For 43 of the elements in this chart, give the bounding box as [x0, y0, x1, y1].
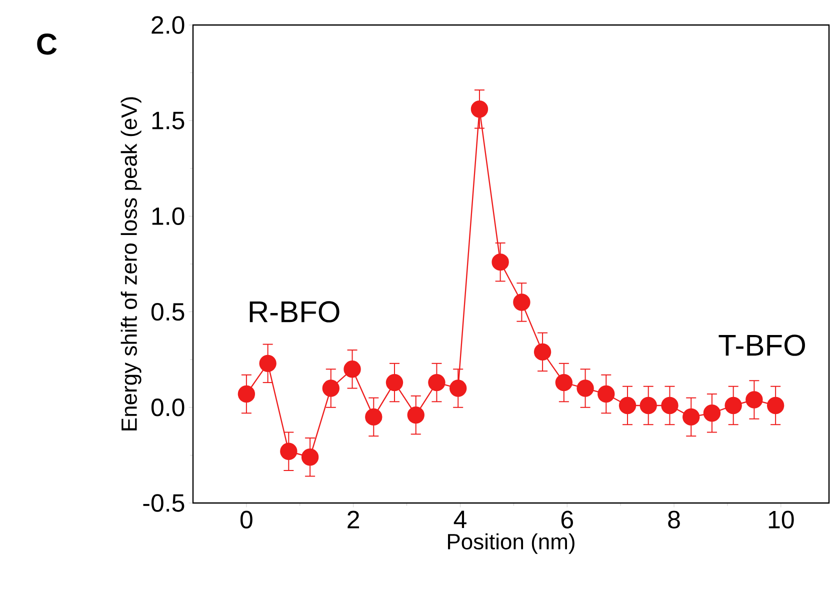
point [259, 354, 276, 372]
point [322, 380, 340, 397]
x-tick-label: 4 [454, 510, 466, 528]
x-axis-title: Position (nm) [448, 533, 574, 554]
point [576, 380, 594, 397]
point [513, 294, 530, 311]
point [703, 404, 721, 422]
y-tick-label: 0.5 [151, 302, 184, 321]
point [301, 448, 319, 466]
text: C [37, 33, 57, 55]
x-tick-label: 10 [768, 510, 794, 528]
x-tick-label: 8 [668, 510, 680, 528]
point [640, 396, 657, 414]
point [724, 396, 742, 414]
x-tick-label: 6 [561, 510, 573, 528]
point [618, 396, 636, 414]
point [598, 385, 615, 403]
point [746, 391, 763, 408]
point [661, 396, 678, 414]
point [365, 408, 382, 426]
point [386, 374, 404, 392]
annotation: T-BFO [718, 334, 805, 356]
point [344, 360, 361, 378]
y-tick-label: 1.5 [152, 112, 184, 130]
point [407, 406, 424, 424]
point [555, 374, 573, 392]
point [238, 385, 256, 403]
point [534, 343, 552, 361]
point [682, 408, 700, 426]
y-axis-title: Energy shift of zero loss peak (eV) [120, 97, 142, 430]
point [428, 374, 446, 392]
x-tick-label: 2 [348, 510, 360, 528]
y-tick-label: -0.5 [143, 494, 184, 512]
x-tick-label: 0 [240, 510, 252, 528]
point [766, 396, 784, 414]
annotation: R-BFO [250, 301, 340, 322]
y-tick-label: 2.0 [152, 16, 184, 34]
point [449, 380, 467, 397]
y-tick-label: 1.0 [152, 207, 184, 226]
point [470, 100, 488, 118]
point [280, 442, 298, 460]
point [492, 253, 509, 271]
y-tick-label: 0.0 [151, 398, 184, 416]
